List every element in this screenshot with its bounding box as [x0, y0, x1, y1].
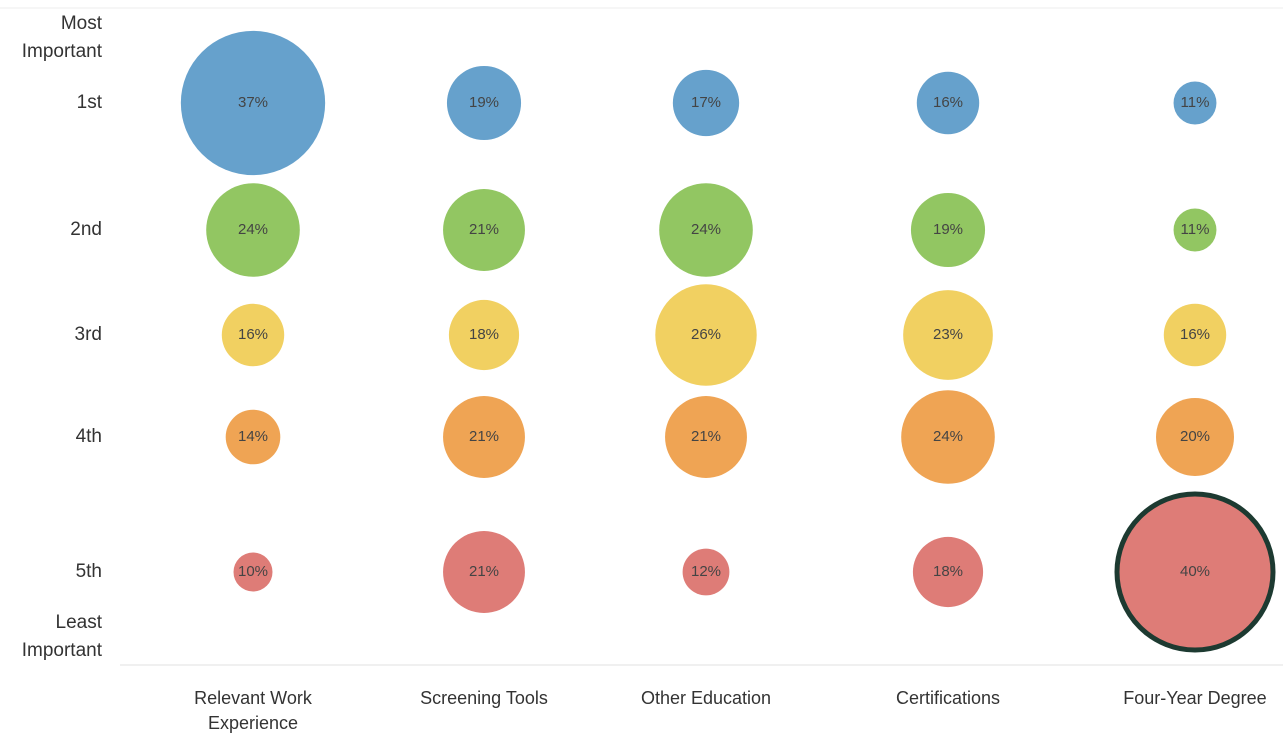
bubble-label: 19%	[469, 94, 499, 111]
bubble	[659, 183, 753, 277]
bubble-label: 12%	[691, 563, 721, 580]
bubble	[448, 299, 520, 371]
bubble-label: 37%	[238, 94, 268, 111]
bubble	[901, 390, 995, 484]
rank-label: 1st	[77, 92, 103, 113]
bubble	[672, 69, 740, 137]
bubble	[916, 71, 980, 135]
bubble	[443, 189, 525, 271]
bubble	[903, 290, 993, 380]
bubble	[443, 396, 525, 478]
bubble	[682, 548, 730, 596]
bubble	[206, 183, 300, 277]
axis-label: Important	[22, 41, 103, 62]
bubble-label: 16%	[933, 94, 963, 111]
bubble	[665, 396, 747, 478]
x-tick-label: Screening Tools	[420, 688, 548, 708]
bubble	[225, 409, 281, 465]
axis-label: Least	[56, 612, 103, 633]
bubble-label: 23%	[933, 326, 963, 343]
bubble-label: 21%	[469, 563, 499, 580]
axis-label: Important	[22, 640, 103, 661]
bubble-label: 14%	[238, 428, 268, 445]
bubble-label: 24%	[238, 221, 268, 238]
rank-label: 3rd	[75, 324, 102, 345]
bubble-label: 24%	[933, 428, 963, 445]
bubble	[1156, 398, 1234, 476]
rank-label: 5th	[76, 561, 102, 582]
bubble-label: 18%	[469, 326, 499, 343]
bubble-label: 16%	[1180, 326, 1210, 343]
bubble	[443, 531, 525, 613]
bubble-label: 21%	[469, 221, 499, 238]
bubble	[912, 536, 984, 608]
bubble-label: 40%	[1180, 563, 1210, 580]
bubble	[1173, 81, 1217, 125]
bubble	[655, 284, 757, 386]
bubble-label: 17%	[691, 94, 721, 111]
bubble-label: 20%	[1180, 428, 1210, 445]
bubble-label: 21%	[469, 428, 499, 445]
bubble	[910, 192, 986, 268]
bubble-label: 24%	[691, 221, 721, 238]
bubble	[180, 30, 326, 176]
bubble-label: 21%	[691, 428, 721, 445]
bubble	[1173, 208, 1217, 252]
bubble	[1114, 491, 1276, 653]
bubble-label: 19%	[933, 221, 963, 238]
bubble	[233, 552, 273, 592]
bubble-label: 10%	[238, 563, 268, 580]
bubble-label: 11%	[1181, 221, 1210, 238]
x-tick-label: Relevant Work Experience	[194, 688, 312, 733]
x-tick-label: Certifications	[895, 688, 1001, 708]
bubble	[221, 303, 285, 367]
bubble-label: 11%	[1181, 94, 1210, 111]
x-tick-label: Four-Year Degree	[1123, 688, 1267, 708]
x-tick-label: Other Education	[640, 688, 772, 708]
rank-label: 4th	[76, 426, 102, 447]
bubble-label: 16%	[238, 326, 268, 343]
rank-label: 2nd	[70, 219, 102, 240]
bubble	[446, 65, 522, 141]
bubble-label: 18%	[933, 563, 963, 580]
axis-label: Most	[61, 13, 103, 34]
bubble	[1163, 303, 1227, 367]
bubble-label: 26%	[691, 326, 721, 343]
